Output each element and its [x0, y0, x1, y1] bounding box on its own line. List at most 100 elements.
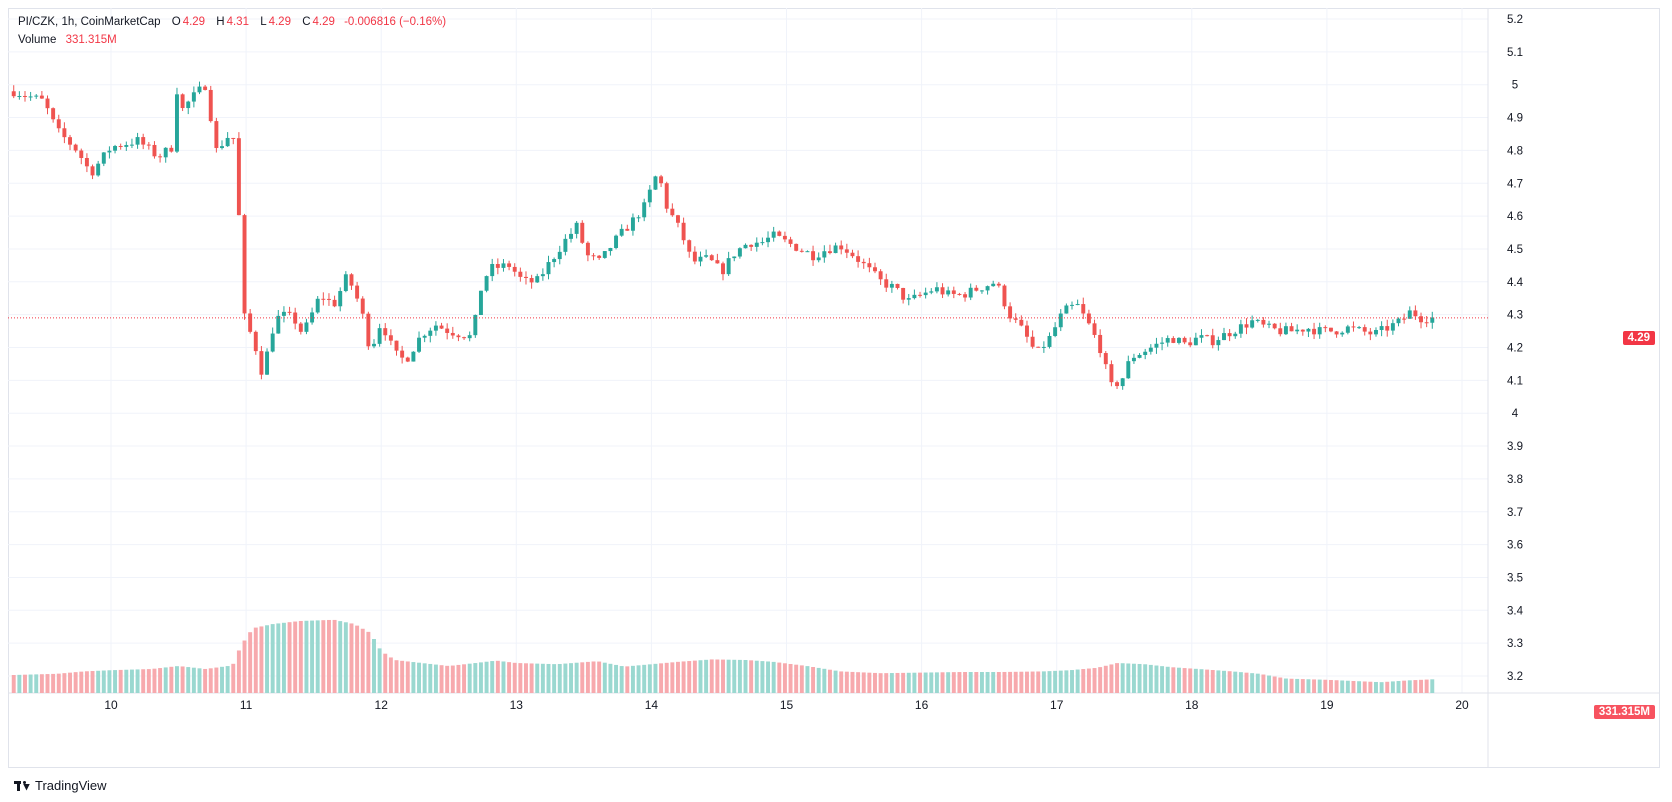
candle-body	[1374, 330, 1378, 335]
volume-bar	[608, 663, 613, 693]
candle-body	[11, 91, 16, 97]
y-tick-label: 4.4	[1507, 277, 1524, 289]
volume-bar	[1188, 668, 1193, 693]
y-tick-label: 5	[1512, 80, 1518, 92]
volume-bar	[1402, 680, 1407, 693]
candle-body	[169, 147, 174, 152]
volume-bar	[163, 667, 168, 693]
volume-label[interactable]: Volume	[18, 34, 57, 46]
volume-bar	[310, 620, 315, 693]
volume-bar	[84, 671, 89, 693]
volume-bar	[833, 670, 838, 693]
volume-bar	[1120, 663, 1125, 693]
candle-body	[1120, 378, 1125, 387]
volume-bar	[79, 671, 84, 693]
volume-bar	[1289, 678, 1294, 693]
candle-body	[101, 152, 106, 164]
candle-body	[17, 95, 22, 97]
candle-body	[1430, 317, 1435, 323]
candle-body	[1216, 340, 1221, 346]
change-value: -0.006816 (−0.16%)	[344, 16, 447, 28]
x-tick-label: 17	[1050, 698, 1064, 712]
volume-bar	[186, 667, 191, 693]
candle-body	[1188, 342, 1193, 346]
candle-body	[152, 144, 157, 157]
volume-bar	[856, 672, 861, 693]
volume-bar	[293, 621, 298, 693]
candle-body	[107, 150, 112, 153]
volume-bar	[1205, 669, 1210, 693]
volume-bar	[1070, 670, 1074, 693]
volume-bar	[478, 662, 483, 693]
y-tick-label: 3.6	[1507, 540, 1523, 552]
candle-body	[732, 256, 737, 259]
candle-body	[507, 263, 512, 267]
volume-bar	[1008, 671, 1013, 693]
candle-body	[118, 145, 123, 147]
candle-body	[912, 294, 917, 299]
y-tick-label: 3.9	[1507, 441, 1523, 453]
candle-body	[1407, 310, 1412, 319]
volume-bar	[1306, 679, 1311, 693]
volume-bar	[422, 663, 427, 693]
volume-bar	[1160, 666, 1165, 693]
volume-bar	[704, 659, 709, 693]
volume-bar	[113, 670, 118, 693]
candle-body	[597, 255, 602, 258]
candle-body	[546, 262, 551, 275]
candle-body	[355, 285, 360, 299]
volume-bar	[439, 665, 444, 693]
candle-body	[1390, 323, 1395, 331]
candle-body	[985, 286, 990, 291]
candle-body	[1351, 326, 1356, 328]
candle-body	[270, 333, 275, 352]
volume-bar	[135, 669, 140, 693]
volume-bar	[630, 665, 635, 693]
volume-bar	[203, 668, 208, 693]
volume-bar	[799, 665, 804, 693]
y-tick-label: 4.5	[1507, 244, 1523, 256]
candle-body	[777, 231, 782, 236]
y-tick-label: 4.9	[1507, 113, 1523, 125]
candle-body	[1165, 338, 1170, 343]
candle-body	[394, 340, 399, 351]
candle-body	[124, 145, 129, 147]
tradingview-brand[interactable]: TradingView	[14, 778, 107, 793]
volume-bar	[281, 622, 286, 693]
candle-body	[636, 217, 641, 219]
candle-body	[951, 290, 956, 294]
candle-body	[310, 312, 315, 323]
volume-bar	[1345, 680, 1350, 693]
symbol-info[interactable]: PI/CZK, 1h, CoinMarketCap	[18, 16, 161, 28]
x-tick-label: 15	[780, 698, 794, 712]
volume-bar	[450, 665, 455, 693]
candle-body	[721, 263, 725, 275]
candle-body	[974, 287, 979, 291]
candle-body	[1115, 382, 1120, 387]
candle-body	[79, 150, 84, 159]
candle-body	[1092, 323, 1097, 335]
volume-bar	[62, 673, 67, 693]
candle-body	[968, 287, 973, 298]
volume-bar	[507, 662, 512, 693]
volume-bar	[1143, 664, 1148, 693]
volume-bar	[934, 672, 939, 693]
volume-value: 331.315M	[65, 34, 117, 46]
candle-body	[265, 351, 270, 375]
volume-bar	[236, 650, 241, 693]
candle-body	[934, 287, 939, 292]
x-tick-label: 14	[645, 698, 659, 712]
candle-body	[1154, 343, 1159, 348]
candle-body	[129, 144, 134, 146]
volume-legend: Volume 331.315M	[18, 34, 119, 46]
volume-bar	[191, 667, 196, 693]
volume-bar	[23, 674, 27, 693]
volume-bar	[782, 663, 787, 693]
volume-bar	[619, 666, 624, 693]
candle-body	[1227, 333, 1232, 337]
candle-body	[1137, 354, 1142, 358]
volume-bar	[636, 665, 641, 693]
volume-bar	[535, 663, 540, 693]
x-tick-label: 18	[1185, 698, 1199, 712]
